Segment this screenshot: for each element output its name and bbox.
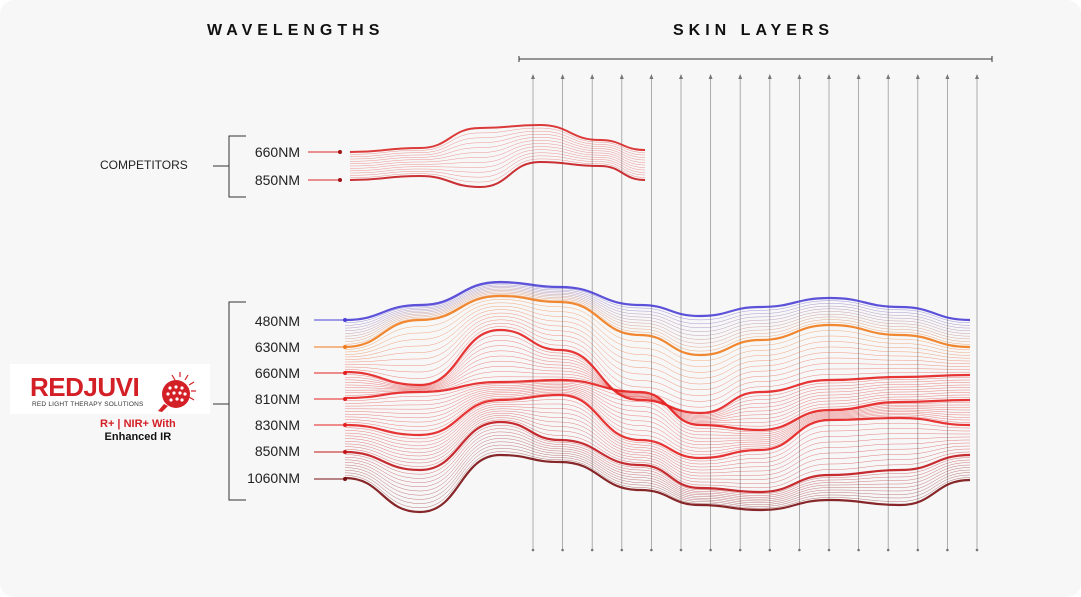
skin-layer-guide <box>886 74 891 552</box>
redjuvi-tagline: R+ | NIR+ With Enhanced IR <box>100 418 176 444</box>
wavelength-830: 830NM <box>254 417 300 433</box>
tagline-r-plus: R+ <box>100 418 115 430</box>
skin-layer-guide <box>945 74 950 552</box>
redjuvi-waves <box>344 280 971 514</box>
wave-1060nm <box>344 453 971 514</box>
competitors-label: COMPETITORS <box>100 158 188 172</box>
redjuvi-logo: REDJUVI RED LIGHT THERAPY SOLUTIONS <box>10 364 210 414</box>
skin-layer-guide <box>856 74 861 552</box>
tagline-nir-plus: NIR+ With <box>123 418 176 430</box>
skin-layer-guide <box>827 74 831 552</box>
wavelength-810: 810NM <box>254 391 300 407</box>
brand-subtitle: RED LIGHT THERAPY SOLUTIONS <box>32 401 144 408</box>
wavelength-1060: 1060NM <box>247 470 300 486</box>
wavelength-tick-dot <box>343 371 347 375</box>
wavelength-480: 480NM <box>254 313 300 329</box>
wave-660nm <box>344 328 971 415</box>
competitors-waves <box>349 123 646 189</box>
wave-810nm <box>344 378 971 432</box>
tagline-enhanced-ir: Enhanced IR <box>104 431 172 443</box>
skin-layer-guide <box>531 74 535 552</box>
light-bulb-icon <box>158 372 196 412</box>
skin-layer-guide <box>915 74 920 552</box>
tagline-separator: | <box>114 418 124 430</box>
skin-layer-guide <box>738 74 743 552</box>
wavelength-tick-dot <box>343 423 347 427</box>
wavelength-tick-dot <box>343 477 347 481</box>
skin-layer-guide <box>767 74 772 552</box>
wave-630nm <box>344 294 971 357</box>
competitor-wavelength-850: 850NM <box>254 172 300 188</box>
wave-850nm <box>344 420 971 494</box>
wavelength-660: 660NM <box>254 365 300 381</box>
wavelength-630: 630NM <box>254 339 300 355</box>
competitor-tick-dot <box>338 150 342 154</box>
wave-830nm <box>344 393 971 460</box>
brand-name: REDJUVI <box>30 372 140 402</box>
competitor-wavelength-660: 660NM <box>254 144 300 160</box>
wavelengths-heading: WAVELENGTHS <box>207 22 385 39</box>
competitor-wave-850nm <box>349 160 646 189</box>
wavelength-850: 850NM <box>254 443 300 459</box>
wavelength-tick-dot <box>343 450 347 454</box>
competitor-wave-660nm <box>349 123 646 153</box>
wavelength-tick-dot <box>343 345 347 349</box>
skin-layers-heading: SKIN LAYERS <box>673 22 835 39</box>
skin-layer-guide <box>708 74 713 552</box>
skin-layer-guide <box>975 74 979 552</box>
skin-layer-guide <box>619 74 624 552</box>
wavelength-ticks <box>308 150 347 481</box>
skin-layer-guide <box>649 74 654 552</box>
wave-480nm <box>344 280 971 322</box>
wavelength-tick-dot <box>343 318 347 322</box>
wavelength-tick-dot <box>343 397 347 401</box>
competitor-tick-dot <box>338 178 342 182</box>
competitors-bracket <box>213 135 246 198</box>
redjuvi-bracket <box>213 301 246 501</box>
skin-layer-guide <box>560 74 565 552</box>
